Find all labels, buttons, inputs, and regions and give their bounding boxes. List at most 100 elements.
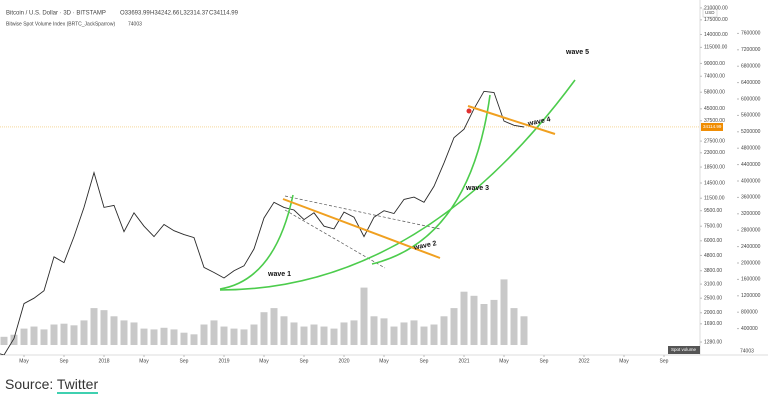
y-tick-label: 1280.00: [704, 339, 722, 345]
volume-bar: [70, 325, 78, 345]
y2-tick-label: 400000: [741, 326, 758, 332]
last-price-label: 34114.99: [703, 124, 722, 129]
ohlc: H34242.66: [150, 11, 180, 17]
volume-bar: [240, 329, 248, 345]
x-tick-label: Sep: [420, 358, 429, 364]
trend-line: [284, 195, 441, 230]
indicator: Bitwise Spot Volume Index (BRTC_JackSpar…: [6, 21, 115, 27]
y2-tick-label: 3200000: [741, 211, 761, 217]
volume-bar: [150, 329, 158, 345]
volume-bar: [400, 322, 408, 345]
y-tick-label: 1690.00: [704, 321, 722, 327]
volume-bar: [160, 327, 168, 345]
volume-bar: [450, 308, 458, 345]
y-tick-label: 2500.00: [704, 296, 722, 302]
volume-bar: [90, 308, 98, 345]
volume-bar: [180, 332, 188, 345]
volume-bar: [320, 326, 328, 345]
volume-bar: [80, 320, 88, 345]
annotation: wave 5: [565, 49, 589, 56]
volume-bar: [480, 304, 488, 345]
currency: USD: [705, 10, 715, 15]
y2-tick-label: 4400000: [741, 162, 761, 168]
y2-tick-label: 2800000: [741, 228, 761, 234]
y2-tick-label: 2400000: [741, 244, 761, 250]
volume-bar: [260, 312, 268, 345]
volume-bar: [440, 316, 448, 345]
annotation: wave 1: [267, 271, 291, 278]
y-tick-label: 2000.00: [704, 310, 722, 316]
volume-bar: [370, 316, 378, 345]
y-tick-label: 3100.00: [704, 281, 722, 287]
x-tick-label: May: [499, 358, 509, 364]
volume-bar: [170, 329, 178, 345]
x-tick-label: 2022: [578, 358, 589, 364]
y2-tick-label: 7200000: [741, 47, 761, 53]
annotation: wave 4: [526, 116, 551, 128]
y2-tick-label: 5600000: [741, 113, 761, 119]
volume-bar: [340, 322, 348, 345]
chart-title: Bitcoin / U.S. Dollar · 3D · BITSTAMP: [6, 11, 106, 17]
y2-tick-label: 800000: [741, 310, 758, 316]
y2-tick-label: 4000000: [741, 178, 761, 184]
plot: [0, 90, 700, 355]
ohlc: L32314.37: [180, 11, 209, 17]
volume-bar: [500, 279, 508, 345]
annotation: wave 2: [412, 240, 437, 252]
trend-line: [467, 105, 556, 135]
y2-tick-label: 4800000: [741, 146, 761, 152]
volume-bar: [250, 324, 258, 345]
trend-line: [282, 198, 441, 259]
volume-bar: [40, 329, 48, 345]
y2-tick-label: 6800000: [741, 64, 761, 70]
ohlc: C34114.99: [209, 11, 239, 17]
y-tick-label: 6000.00: [704, 238, 722, 244]
volume-bar: [420, 326, 428, 345]
x-tick-label: 2020: [338, 358, 349, 364]
y-tick-label: 14500.00: [704, 180, 725, 186]
volume-bar: [100, 310, 108, 345]
volume-bar: [360, 287, 368, 345]
volume-bar: [430, 324, 438, 345]
y2-tick-label: 1200000: [741, 293, 761, 299]
source: Source: Twitter: [5, 376, 99, 394]
wave-curve: [371, 94, 491, 265]
x-tick-label: Sep: [180, 358, 189, 364]
volume-bar: [380, 318, 388, 345]
y2-tick-label: 2000000: [741, 260, 761, 266]
y-tick-label: 45000.00: [704, 106, 725, 112]
volume-bar: [30, 326, 38, 345]
y-tick-label: 74000.00: [704, 74, 725, 80]
volume-bar: [140, 328, 148, 345]
volume-bar: [130, 322, 138, 345]
y-tick-label: 18500.00: [704, 164, 725, 170]
x-tick-label: 2021: [458, 358, 469, 364]
price-line: [0, 90, 525, 355]
volume-label-box: [668, 346, 700, 354]
x-tick-label: May: [139, 358, 149, 364]
y-tick-label: 9500.00: [704, 208, 722, 214]
y-tick-label: 175000.00: [704, 17, 728, 23]
source-link[interactable]: Twitter: [56, 376, 99, 394]
chart: wave 1 wave 2 wave 3 wave 4 wave 5 Bitco…: [0, 0, 768, 365]
volume-bar: [200, 324, 208, 345]
wave-curve: [219, 194, 294, 290]
y2-tick-label: 5200000: [741, 129, 761, 135]
volume-bar: [290, 322, 298, 345]
volume-bar: [330, 328, 338, 345]
y-tick-label: 23000.00: [704, 150, 725, 156]
volume-bar: [20, 328, 28, 345]
x-tick-label: Sep: [660, 358, 669, 364]
x-tick-label: Sep: [540, 358, 549, 364]
volume-bar: [120, 320, 128, 345]
volume-bar: [300, 326, 308, 345]
last-price-box: [701, 122, 723, 131]
wave-curve: [219, 79, 576, 291]
drawings: [219, 79, 576, 291]
volume-bar: [50, 324, 58, 345]
x-tick-label: Sep: [300, 358, 309, 364]
y-tick-label: 115000.00: [704, 45, 727, 51]
y2-tick-label: 7600000: [741, 31, 761, 37]
volume-bar: [490, 299, 498, 345]
